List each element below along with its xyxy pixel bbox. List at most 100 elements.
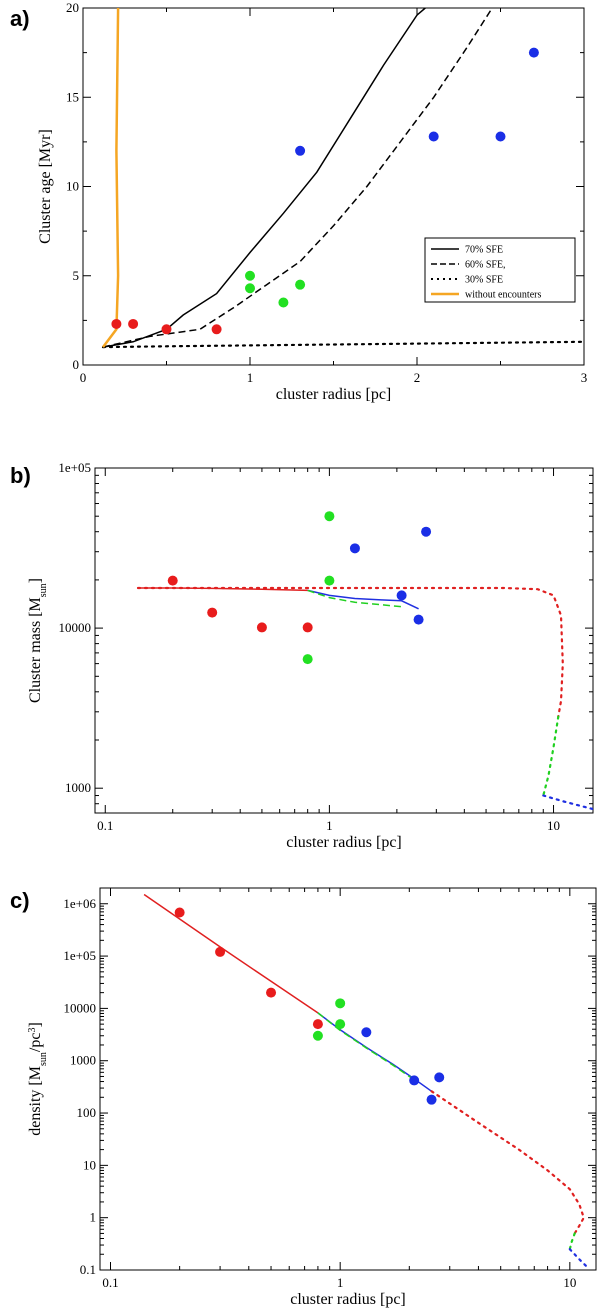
series-line-3	[317, 1012, 415, 1081]
y-label-sup: 3	[27, 1028, 38, 1033]
x-tick-label: 1	[337, 1275, 344, 1290]
data-point-blue	[428, 131, 439, 142]
data-point-red	[215, 946, 226, 957]
y-label-sub: sun	[38, 1052, 49, 1066]
y-tick-label: 1000	[65, 780, 91, 795]
y-tick-label: 1000	[70, 1053, 96, 1068]
data-point-blue	[349, 543, 360, 554]
y-label-main: density [M	[27, 1066, 44, 1136]
data-point-green	[278, 297, 289, 308]
series-group	[143, 893, 590, 1269]
y-tick-label: 20	[66, 0, 79, 15]
panel-label: a)	[10, 6, 30, 31]
series-group	[101, 8, 584, 349]
legend-label: 70% SFE	[465, 245, 503, 256]
data-point-red	[211, 324, 222, 335]
x-tick-label: 2	[414, 370, 421, 385]
x-tick-label: 3	[581, 370, 588, 385]
data-point-blue	[528, 47, 539, 58]
data-point-green	[335, 998, 346, 1009]
plot-frame	[94, 467, 594, 814]
y-label-end: ]	[27, 578, 44, 583]
series-line-3	[101, 340, 584, 349]
series-line-2	[102, 8, 493, 348]
y-label-sub: sun	[38, 583, 49, 597]
data-point-green	[295, 279, 306, 290]
data-point-red	[167, 575, 178, 586]
series-line-5	[568, 1232, 576, 1251]
y-tick-label: 0	[73, 357, 80, 372]
legend-label: 60% SFE,	[465, 260, 506, 271]
series-line-1	[102, 8, 426, 348]
plot-frame	[82, 7, 585, 366]
data-point-red	[128, 318, 139, 329]
data-point-red	[302, 622, 313, 633]
y-tick-label: 1e+05	[58, 460, 91, 475]
series-group	[136, 586, 593, 811]
x-tick-label: 0	[80, 370, 87, 385]
data-point-green	[245, 283, 255, 294]
series-line-3	[307, 589, 402, 608]
data-point-green	[312, 1030, 323, 1041]
x-tick-label: 0.1	[97, 818, 113, 833]
data-point-blue	[413, 614, 424, 625]
x-axis-label: cluster radius [pc]	[290, 1291, 406, 1308]
data-point-red	[312, 1019, 323, 1030]
y-tick-label: 10	[66, 179, 79, 194]
x-tick-label: 1	[326, 818, 333, 833]
series-line-4	[136, 586, 564, 718]
legend-box	[424, 237, 576, 303]
data-point-green	[335, 1019, 346, 1030]
data-point-blue	[409, 1075, 420, 1086]
x-tick-label: 1	[247, 370, 254, 385]
data-point-red	[207, 607, 218, 618]
series-line-4	[430, 1090, 585, 1235]
y-axis-label: density [Msun/pc3]	[27, 1022, 49, 1136]
y-tick-label: 10000	[64, 1000, 97, 1015]
chart-panel-b: 0.1 1 10 1000 10000 1e+05 b) cluster radius [pc…	[10, 460, 594, 851]
y-label-main: Cluster mass [M	[27, 597, 44, 703]
series-line-6	[542, 794, 593, 811]
series-line-4	[102, 8, 120, 348]
series-line-1	[143, 893, 319, 1014]
x-axis-label: cluster radius [pc]	[286, 834, 402, 851]
data-point-blue	[426, 1094, 437, 1105]
y-tick-label: 0.1	[80, 1262, 96, 1277]
data-point-blue	[495, 131, 506, 142]
legend-label: without encounters	[465, 290, 541, 301]
y-axis-label: Cluster mass [Msun]	[27, 578, 49, 703]
y-tick-label: 15	[66, 89, 79, 104]
data-point-green	[302, 654, 313, 665]
data-point-red	[266, 987, 277, 998]
data-point-green	[324, 575, 335, 586]
data-point-red	[111, 318, 122, 329]
y-tick-label: 1	[90, 1210, 97, 1225]
plot-frame	[99, 887, 597, 1271]
data-point-blue	[421, 526, 432, 537]
y-tick-label: 1e+05	[63, 948, 96, 963]
y-label-mid: /pc	[27, 1033, 44, 1053]
x-tick-label: 0.1	[102, 1275, 118, 1290]
x-axis-label: cluster radius [pc]	[276, 386, 392, 403]
series-line-2	[307, 589, 419, 610]
data-point-red	[256, 622, 267, 633]
panel-label: c)	[10, 888, 30, 913]
data-point-red	[174, 907, 185, 918]
y-tick-label: 5	[73, 268, 80, 283]
data-point-blue	[396, 590, 407, 601]
y-tick-label: 100	[77, 1105, 97, 1120]
y-tick-label: 10	[83, 1157, 96, 1172]
chart-panel-a: 0 1 2 3 0 5 10 15 20 a) cluster radius [pc] Cluster…	[10, 0, 587, 403]
series-line-5	[542, 715, 560, 797]
y-tick-label: 1e+06	[63, 896, 96, 911]
data-point-green	[245, 270, 255, 281]
legend-label: 30% SFE	[465, 275, 503, 286]
data-point-green	[324, 511, 335, 522]
panel-label: b)	[10, 463, 31, 488]
x-tick-label: 10	[563, 1275, 576, 1290]
data-point-blue	[434, 1072, 445, 1083]
data-point-red	[161, 324, 172, 335]
legend: 70% SFE 60% SFE, 30% SFE without encounters	[424, 237, 576, 303]
x-tick-label: 10	[547, 818, 560, 833]
